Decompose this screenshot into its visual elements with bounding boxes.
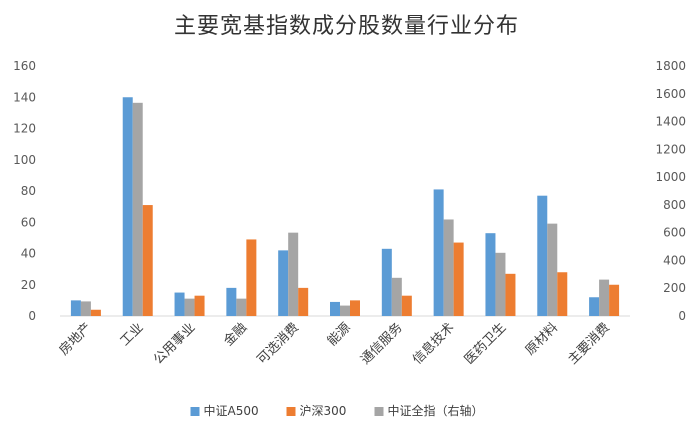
left-axis-tick-label: 140: [13, 90, 36, 104]
left-axis-tick-label: 100: [13, 153, 36, 167]
category-label: 主要消费: [566, 320, 613, 367]
legend-label: 中证全指（右轴）: [388, 403, 484, 418]
left-axis-tick-label: 20: [21, 278, 36, 292]
bar: [80, 301, 91, 316]
right-axis-tick-label: 1000: [655, 170, 686, 184]
bar: [184, 298, 195, 316]
category-label: 信息技术: [409, 320, 457, 368]
right-axis-tick-label: 1800: [655, 59, 686, 73]
bar: [443, 219, 454, 316]
bar: [90, 309, 101, 316]
bar: [132, 102, 143, 316]
category-label: 能源: [325, 320, 354, 349]
bar: [391, 277, 402, 316]
left-axis-tick-label: 60: [21, 215, 36, 229]
bar: [246, 239, 257, 316]
left-axis-tick-label: 160: [13, 59, 36, 73]
bar: [401, 295, 412, 316]
bar: [547, 223, 558, 316]
bar: [330, 301, 340, 316]
bar: [485, 233, 496, 316]
bar: [453, 242, 464, 316]
category-label: 金融: [220, 320, 250, 350]
left-axis-tick-label: 120: [13, 122, 36, 136]
bar: [226, 287, 237, 316]
bar: [70, 300, 81, 316]
right-axis-tick-label: 400: [663, 253, 686, 267]
bar: [174, 292, 185, 316]
bar: [350, 300, 360, 316]
right-axis-tick-label: 600: [663, 226, 686, 240]
category-label: 医药卫生: [462, 320, 509, 367]
right-axis-tick-label: 200: [663, 281, 686, 295]
bar: [236, 298, 247, 316]
legend-label: 中证A500: [204, 403, 259, 418]
legend-swatch: [286, 407, 296, 416]
category-label: 可选消费: [255, 320, 302, 367]
bar: [557, 272, 568, 316]
bar: [298, 287, 309, 316]
bar: [537, 195, 548, 316]
bar: [609, 284, 620, 316]
legend-swatch: [190, 407, 200, 416]
left-axis-tick-label: 80: [21, 184, 36, 198]
right-axis-tick-label: 0: [678, 309, 686, 323]
bar: [288, 232, 299, 316]
category-label: 通信服务: [358, 320, 406, 368]
bar: [505, 273, 516, 316]
bar: [433, 189, 444, 316]
right-axis-tick-label: 1400: [655, 115, 686, 129]
bar: [278, 250, 289, 316]
bar: [495, 252, 506, 316]
category-label: 工业: [118, 320, 147, 349]
category-label: 原材料: [523, 320, 561, 358]
right-axis-tick-label: 800: [663, 198, 686, 212]
bar: [194, 295, 205, 316]
chart-title: 主要宽基指数成分股数量行业分布: [173, 14, 519, 39]
left-axis-tick-label: 40: [21, 247, 36, 261]
bar: [122, 97, 133, 316]
right-axis-tick-label: 1600: [655, 87, 686, 101]
bar: [381, 248, 392, 316]
legend-label: 沪深300: [300, 404, 347, 418]
left-axis-tick-label: 0: [28, 309, 36, 323]
bar: [589, 297, 600, 316]
bar: [142, 205, 153, 316]
category-label: 公用事业: [151, 320, 198, 367]
legend-swatch: [374, 407, 384, 416]
right-axis-tick-label: 1200: [655, 142, 686, 156]
category-label: 房地产: [56, 320, 95, 359]
bar: [340, 305, 350, 316]
bar: [599, 279, 610, 316]
